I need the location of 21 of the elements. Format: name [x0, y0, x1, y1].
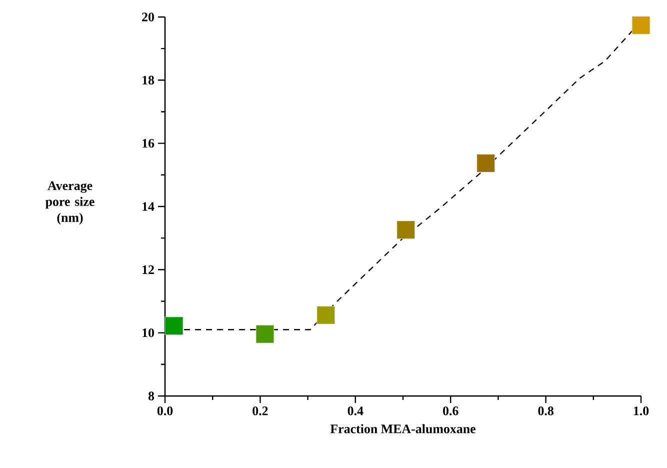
- y-tick-label: 12: [142, 265, 154, 274]
- y-tick-label: 20: [142, 12, 154, 22]
- y-tick-label: 10: [142, 328, 154, 338]
- x-tick-label: 0.2: [252, 406, 268, 416]
- x-tick-label: 0.0: [157, 406, 173, 416]
- point: [476, 154, 496, 172]
- point: [396, 220, 416, 240]
- point: [256, 324, 274, 344]
- y-tick-label: 8: [148, 392, 154, 400]
- y-tick-label: 14: [142, 202, 154, 211]
- x-tick-label: 0.8: [538, 406, 554, 416]
- point: [632, 16, 650, 34]
- x-tick-label: 0.4: [348, 406, 364, 416]
- point: [316, 306, 336, 324]
- x-tick-label: 1.0: [634, 406, 649, 416]
- y-tick-label: 18: [142, 76, 154, 85]
- y-tick-label: 16: [142, 138, 154, 148]
- x-tick-label: 0.6: [443, 406, 458, 416]
- x-axis-title: Fraction MEA-alumoxane: [330, 424, 476, 434]
- point: [164, 316, 184, 336]
- y-axis-title: Average pore size (nm): [45, 181, 94, 225]
